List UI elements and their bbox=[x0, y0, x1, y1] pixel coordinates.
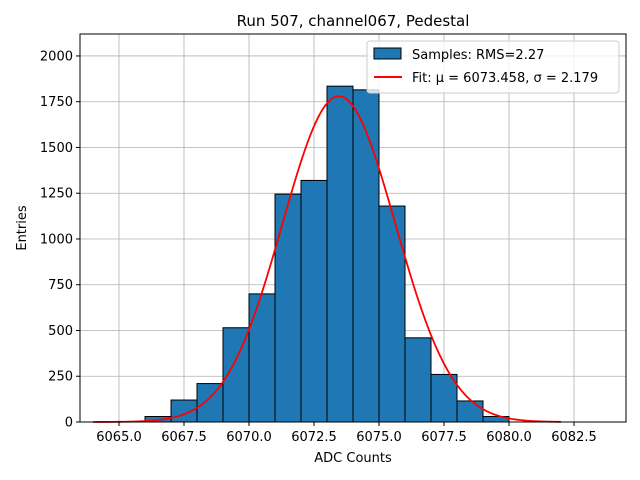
histogram-bar bbox=[300, 179, 328, 423]
legend-histogram-label: Samples: RMS=2.27 bbox=[412, 48, 544, 63]
y-axis-ticks: 0 250 500 750 1000 1250 1500 1750 2000 bbox=[40, 49, 80, 431]
y-tick-label: 1500 bbox=[40, 141, 73, 156]
legend-histogram-swatch bbox=[373, 47, 402, 60]
x-axis-label: ADC Counts bbox=[314, 451, 392, 466]
x-tick-label: 6082.5 bbox=[551, 430, 597, 445]
y-tick-label: 1750 bbox=[40, 95, 73, 110]
y-tick-label: 500 bbox=[48, 324, 73, 339]
x-tick-label: 6067.5 bbox=[161, 430, 207, 445]
legend-box bbox=[366, 40, 620, 94]
x-tick-label: 6077.5 bbox=[421, 430, 467, 445]
x-tick-label: 6080.0 bbox=[486, 430, 532, 445]
x-tick-label: 6072.5 bbox=[291, 430, 337, 445]
x-tick-label: 6070.0 bbox=[226, 430, 272, 445]
histogram-bar bbox=[196, 383, 224, 423]
y-axis-label: Entries bbox=[15, 205, 30, 251]
y-tick-label: 2000 bbox=[40, 49, 73, 64]
histogram-bar bbox=[404, 337, 432, 423]
histogram-bar bbox=[248, 293, 276, 423]
chart-title: Run 507, channel067, Pedestal bbox=[237, 12, 470, 30]
histogram-bar bbox=[378, 205, 406, 423]
y-tick-label: 0 bbox=[65, 416, 73, 431]
fit-curve-layer bbox=[93, 95, 562, 423]
x-tick-label: 6065.0 bbox=[96, 430, 142, 445]
axes-frame bbox=[79, 33, 627, 423]
x-axis-ticks: 6065.0 6067.5 6070.0 6072.5 6075.0 6077.5 6080… bbox=[96, 422, 597, 445]
legend-fit-label: Fit: μ = 6073.458, σ = 2.179 bbox=[412, 71, 598, 86]
histogram-bar bbox=[326, 85, 354, 423]
histogram-bar bbox=[430, 373, 458, 423]
histogram-bar bbox=[274, 193, 302, 423]
y-tick-label: 250 bbox=[48, 370, 73, 385]
histogram-bar bbox=[352, 89, 380, 423]
fit-curve bbox=[93, 95, 562, 423]
legend: Samples: RMS=2.27 Fit: μ = 6073.458, σ =… bbox=[366, 40, 620, 94]
y-tick-label: 1000 bbox=[40, 232, 73, 247]
x-tick-label: 6075.0 bbox=[356, 430, 402, 445]
y-tick-label: 1250 bbox=[40, 187, 73, 202]
histogram-bar bbox=[456, 400, 484, 423]
y-tick-label: 750 bbox=[48, 278, 73, 293]
